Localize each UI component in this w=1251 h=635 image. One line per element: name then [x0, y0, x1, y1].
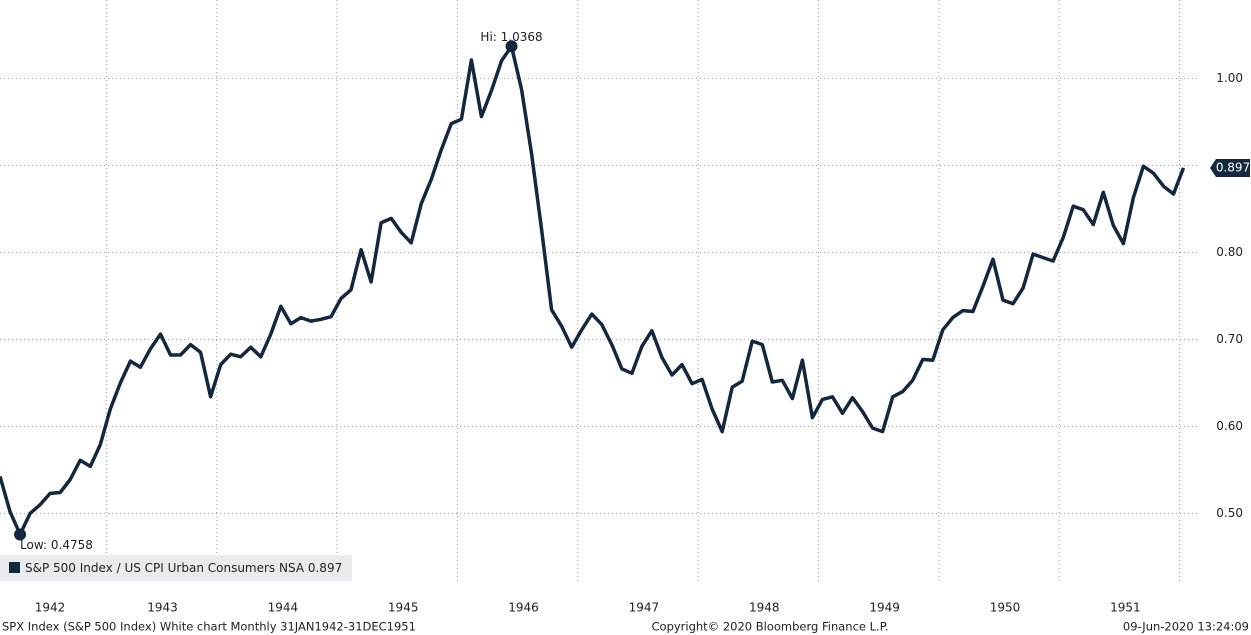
- last-value-tag: [1210, 158, 1250, 177]
- footer-left: SPX Index (S&P 500 Index) White chart Mo…: [2, 620, 416, 634]
- footer-right: 09-Jun-2020 13:24:09: [1123, 620, 1249, 634]
- x-tick-label: 1949: [869, 601, 900, 615]
- extreme-label: Hi: 1.0368: [480, 30, 542, 44]
- last-value-label: 0.897: [1216, 160, 1250, 174]
- extreme-marker: [14, 528, 27, 541]
- extreme-marker: [505, 40, 518, 53]
- x-tick-label: 1943: [147, 601, 178, 615]
- x-tick-label: 1951: [1110, 601, 1141, 615]
- extreme-label: Low: 0.4758: [20, 538, 93, 552]
- y-tick-label: 1.00: [1216, 71, 1243, 85]
- y-tick-label: 0.50: [1216, 506, 1243, 520]
- legend-label: S&P 500 Index / US CPI Urban Consumers N…: [25, 561, 342, 575]
- x-tick-label: 1942: [35, 601, 66, 615]
- x-tick-label: 1944: [268, 601, 299, 615]
- series-line: [0, 44, 1186, 537]
- y-tick-label: 0.60: [1216, 419, 1243, 433]
- x-tick-label: 1950: [990, 601, 1021, 615]
- y-tick-label: 0.80: [1216, 245, 1243, 259]
- x-tick-label: 1946: [508, 601, 539, 615]
- x-axis-band: [0, 583, 1251, 635]
- legend-box: [0, 555, 352, 581]
- footer-center: Copyright© 2020 Bloomberg Finance L.P.: [652, 620, 889, 634]
- x-tick-label: 1945: [388, 601, 419, 615]
- y-tick-label: 0.70: [1216, 332, 1243, 346]
- legend-swatch: [9, 562, 20, 573]
- legend-name: S&P 500 Index / US CPI Urban Consumers N…: [25, 561, 305, 575]
- x-tick-label: 1948: [749, 601, 780, 615]
- legend-last-value: 0.897: [308, 561, 342, 575]
- x-tick-label: 1947: [629, 601, 660, 615]
